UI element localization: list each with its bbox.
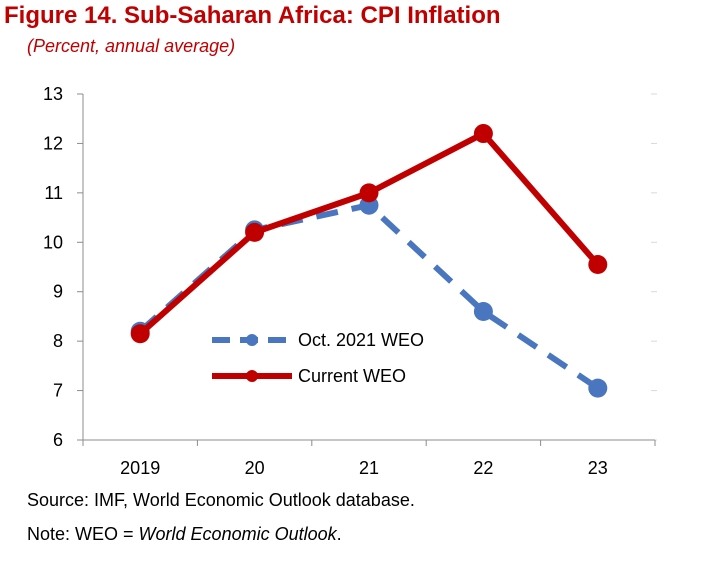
y-tick-label: 11 [44,183,63,203]
legend-swatch-marker [246,334,258,346]
y-tick-label: 10 [43,232,63,252]
series-line [138,202,600,391]
data-point [359,183,379,203]
data-point [473,301,493,321]
data-point [473,124,493,144]
cpi-inflation-line-chart: 6 7 8 9 10 11 12 13 2019 20 21 22 23 Oct. 2021 WEO Cu… [43,84,657,478]
y-tick-label: 8 [53,331,63,351]
data-point [588,255,608,275]
legend-swatch-marker [246,370,258,382]
legend-label: Oct. 2021 WEO [298,330,424,350]
figure-title: Figure 14. Sub-Saharan Africa: CPI Infla… [4,2,501,29]
series-current-weo [130,124,608,344]
abbreviation-note: Note: WEO = World Economic Outlook. [27,524,342,545]
data-point [130,324,150,344]
x-tick-label: 21 [359,458,379,478]
x-tick-label: 2019 [120,458,160,478]
figure-subtitle: (Percent, annual average) [27,36,236,56]
x-tick-label: 20 [245,458,265,478]
y-tick-label: 6 [53,430,63,450]
note-suffix: . [336,524,342,544]
legend-label: Current WEO [298,366,406,386]
note-prefix: Note: WEO = [27,524,139,544]
legend: Oct. 2021 WEO Current WEO [212,330,424,386]
series-line [138,130,601,336]
x-tick-label: 23 [588,458,608,478]
y-tick-label: 13 [43,84,63,104]
axes: 6 7 8 9 10 11 12 13 2019 20 21 22 23 [43,84,657,478]
source-note: Source: IMF, World Economic Outlook data… [27,490,415,510]
series-layer [130,124,608,398]
legend-item: Current WEO [212,366,406,386]
y-tick-label: 12 [43,133,63,153]
x-tick-label: 22 [473,458,493,478]
data-point [588,378,608,398]
legend-item: Oct. 2021 WEO [212,330,424,350]
note-italic: World Economic Outlook [138,524,337,544]
y-tick-label: 9 [53,282,63,302]
y-tick-label: 7 [53,381,63,401]
data-point [245,222,265,242]
